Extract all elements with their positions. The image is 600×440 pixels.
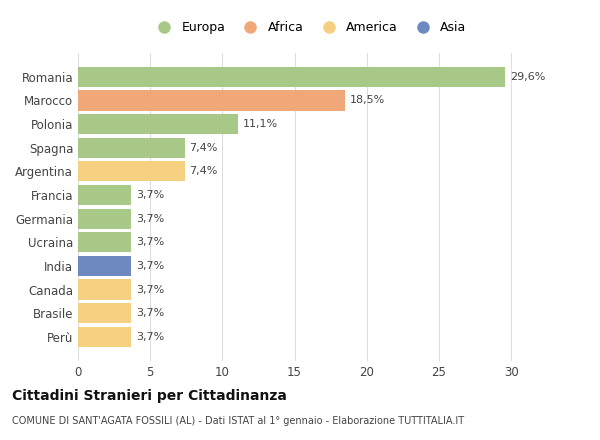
Text: 3,7%: 3,7%: [136, 237, 164, 247]
Bar: [78, 256, 131, 276]
Text: 29,6%: 29,6%: [509, 72, 545, 82]
Bar: [78, 303, 131, 323]
Text: 3,7%: 3,7%: [136, 308, 164, 318]
Text: 3,7%: 3,7%: [136, 213, 164, 224]
Bar: [78, 161, 185, 181]
Text: 18,5%: 18,5%: [349, 95, 385, 106]
Text: 11,1%: 11,1%: [242, 119, 278, 129]
Bar: [78, 185, 131, 205]
Bar: [78, 67, 505, 87]
Bar: [78, 138, 185, 158]
Bar: [78, 327, 131, 347]
Text: Cittadini Stranieri per Cittadinanza: Cittadini Stranieri per Cittadinanza: [12, 389, 287, 403]
Bar: [78, 91, 345, 110]
Text: 7,4%: 7,4%: [189, 166, 218, 176]
Text: 7,4%: 7,4%: [189, 143, 218, 153]
Text: 3,7%: 3,7%: [136, 261, 164, 271]
Bar: [78, 232, 131, 252]
Bar: [78, 114, 238, 134]
Text: 3,7%: 3,7%: [136, 190, 164, 200]
Text: COMUNE DI SANT'AGATA FOSSILI (AL) - Dati ISTAT al 1° gennaio - Elaborazione TUTT: COMUNE DI SANT'AGATA FOSSILI (AL) - Dati…: [12, 416, 464, 426]
Bar: [78, 209, 131, 229]
Text: 3,7%: 3,7%: [136, 332, 164, 342]
Text: 3,7%: 3,7%: [136, 285, 164, 294]
Bar: [78, 279, 131, 300]
Legend: Europa, Africa, America, Asia: Europa, Africa, America, Asia: [146, 16, 472, 39]
